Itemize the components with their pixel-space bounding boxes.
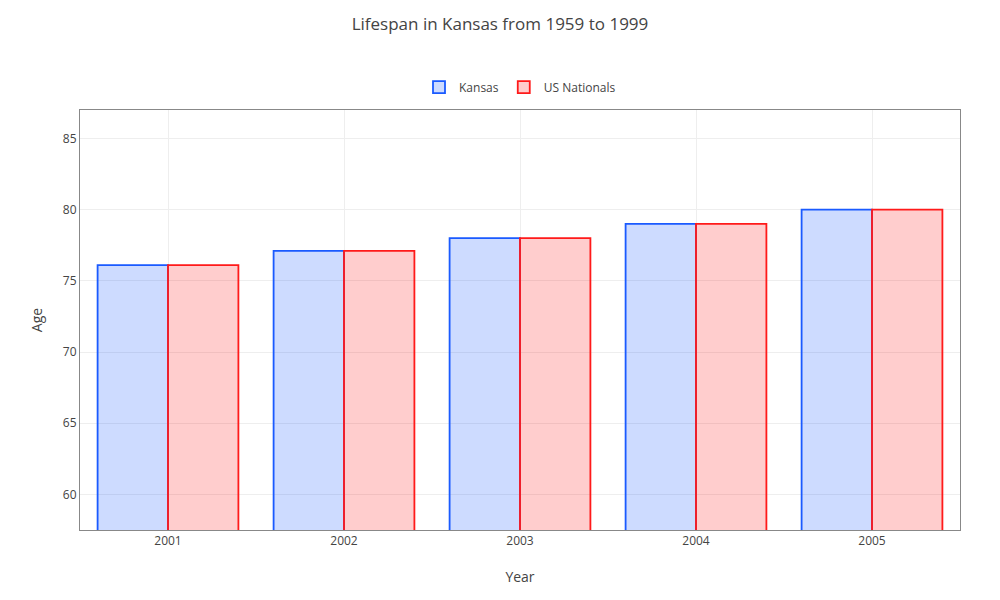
svg-text:2004: 2004	[682, 532, 710, 549]
svg-text:Lifespan in Kansas from 1959 t: Lifespan in Kansas from 1959 to 1999	[352, 12, 649, 35]
svg-text:2003: 2003	[506, 532, 534, 549]
svg-text:Year: Year	[505, 567, 534, 586]
svg-text:80: 80	[63, 201, 77, 218]
svg-text:Age: Age	[27, 308, 46, 332]
svg-text:65: 65	[63, 414, 77, 431]
svg-text:85: 85	[63, 130, 77, 147]
svg-text:Kansas: Kansas	[459, 79, 499, 96]
svg-text:2002: 2002	[330, 532, 358, 549]
svg-text:75: 75	[63, 272, 77, 289]
svg-text:70: 70	[63, 343, 77, 360]
svg-text:60: 60	[63, 486, 77, 503]
svg-text:2001: 2001	[154, 532, 181, 549]
svg-text:2005: 2005	[858, 532, 886, 549]
svg-text:US Nationals: US Nationals	[544, 79, 616, 96]
